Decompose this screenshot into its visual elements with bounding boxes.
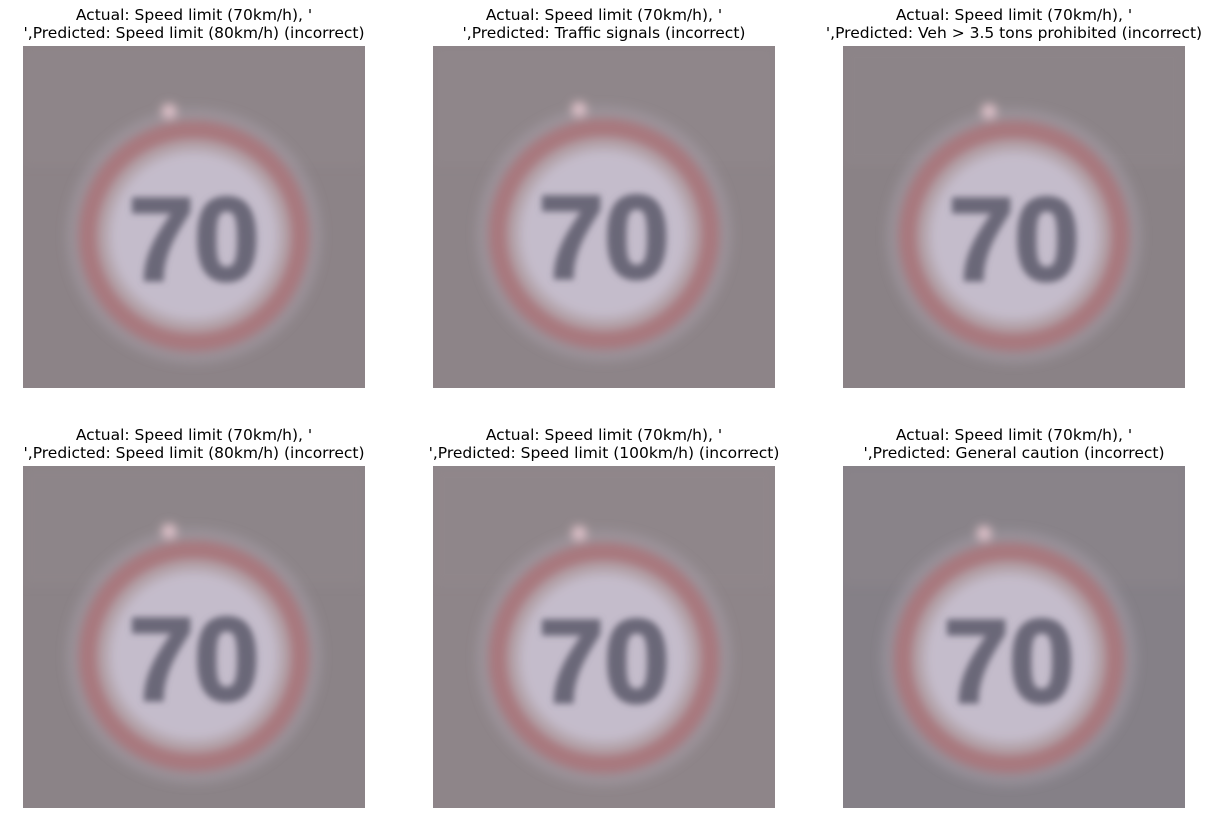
sign-white-face: [520, 150, 688, 318]
sign-number: 70: [128, 594, 259, 726]
predicted-label: ',Predicted: Speed limit (80km/h) (incor…: [23, 24, 365, 42]
sign-number: 70: [948, 174, 1079, 306]
sign-glint: [572, 526, 586, 540]
actual-label: Actual: Speed limit (70km/h), ': [485, 426, 723, 444]
sign-white-face: [925, 574, 1093, 742]
sign-glint: [162, 104, 176, 118]
panel-title: Actual: Speed limit (70km/h), ' ',Predic…: [404, 6, 804, 42]
sign-glint: [572, 102, 586, 116]
panel-title: Actual: Speed limit (70km/h), ' ',Predic…: [814, 426, 1214, 462]
sign-glint: [162, 524, 176, 538]
sign-glint: [977, 526, 991, 540]
sign-number: 70: [943, 596, 1074, 728]
sign-image: 70: [843, 46, 1185, 388]
sign-number: 70: [128, 174, 259, 306]
sign-image: 70: [433, 46, 775, 388]
sign-image: 70: [433, 466, 775, 808]
sign-number: 70: [538, 172, 669, 304]
sign-photo: 70: [843, 46, 1185, 388]
sign-image: 70: [843, 466, 1185, 808]
sign-photo: 70: [23, 466, 365, 808]
sign-white-face: [110, 152, 278, 320]
sign-white-face: [930, 152, 1098, 320]
actual-label: Actual: Speed limit (70km/h), ': [485, 6, 723, 24]
predicted-label: ',Predicted: Speed limit (80km/h) (incor…: [23, 444, 365, 462]
predicted-label: ',Predicted: General caution (incorrect): [863, 444, 1165, 462]
predicted-label: ',Predicted: Veh > 3.5 tons prohibited (…: [825, 24, 1203, 42]
sign-white-face: [520, 574, 688, 742]
predicted-label: ',Predicted: Traffic signals (incorrect): [462, 24, 746, 42]
actual-label: Actual: Speed limit (70km/h), ': [75, 6, 313, 24]
panel-title: Actual: Speed limit (70km/h), ' ',Predic…: [404, 426, 804, 462]
actual-label: Actual: Speed limit (70km/h), ': [895, 426, 1133, 444]
sign-photo: 70: [433, 46, 775, 388]
panel-title: Actual: Speed limit (70km/h), ' ',Predic…: [0, 6, 394, 42]
sign-glint: [982, 104, 996, 118]
panel-title: Actual: Speed limit (70km/h), ' ',Predic…: [0, 426, 394, 462]
sign-number: 70: [538, 596, 669, 728]
sign-photo: 70: [843, 466, 1185, 808]
sign-white-face: [110, 572, 278, 740]
predicted-label: ',Predicted: Speed limit (100km/h) (inco…: [428, 444, 780, 462]
panel-title: Actual: Speed limit (70km/h), ' ',Predic…: [814, 6, 1214, 42]
sign-image: 70: [23, 466, 365, 808]
sign-image: 70: [23, 46, 365, 388]
sign-photo: 70: [433, 466, 775, 808]
actual-label: Actual: Speed limit (70km/h), ': [895, 6, 1133, 24]
actual-label: Actual: Speed limit (70km/h), ': [75, 426, 313, 444]
sign-photo: 70: [23, 46, 365, 388]
